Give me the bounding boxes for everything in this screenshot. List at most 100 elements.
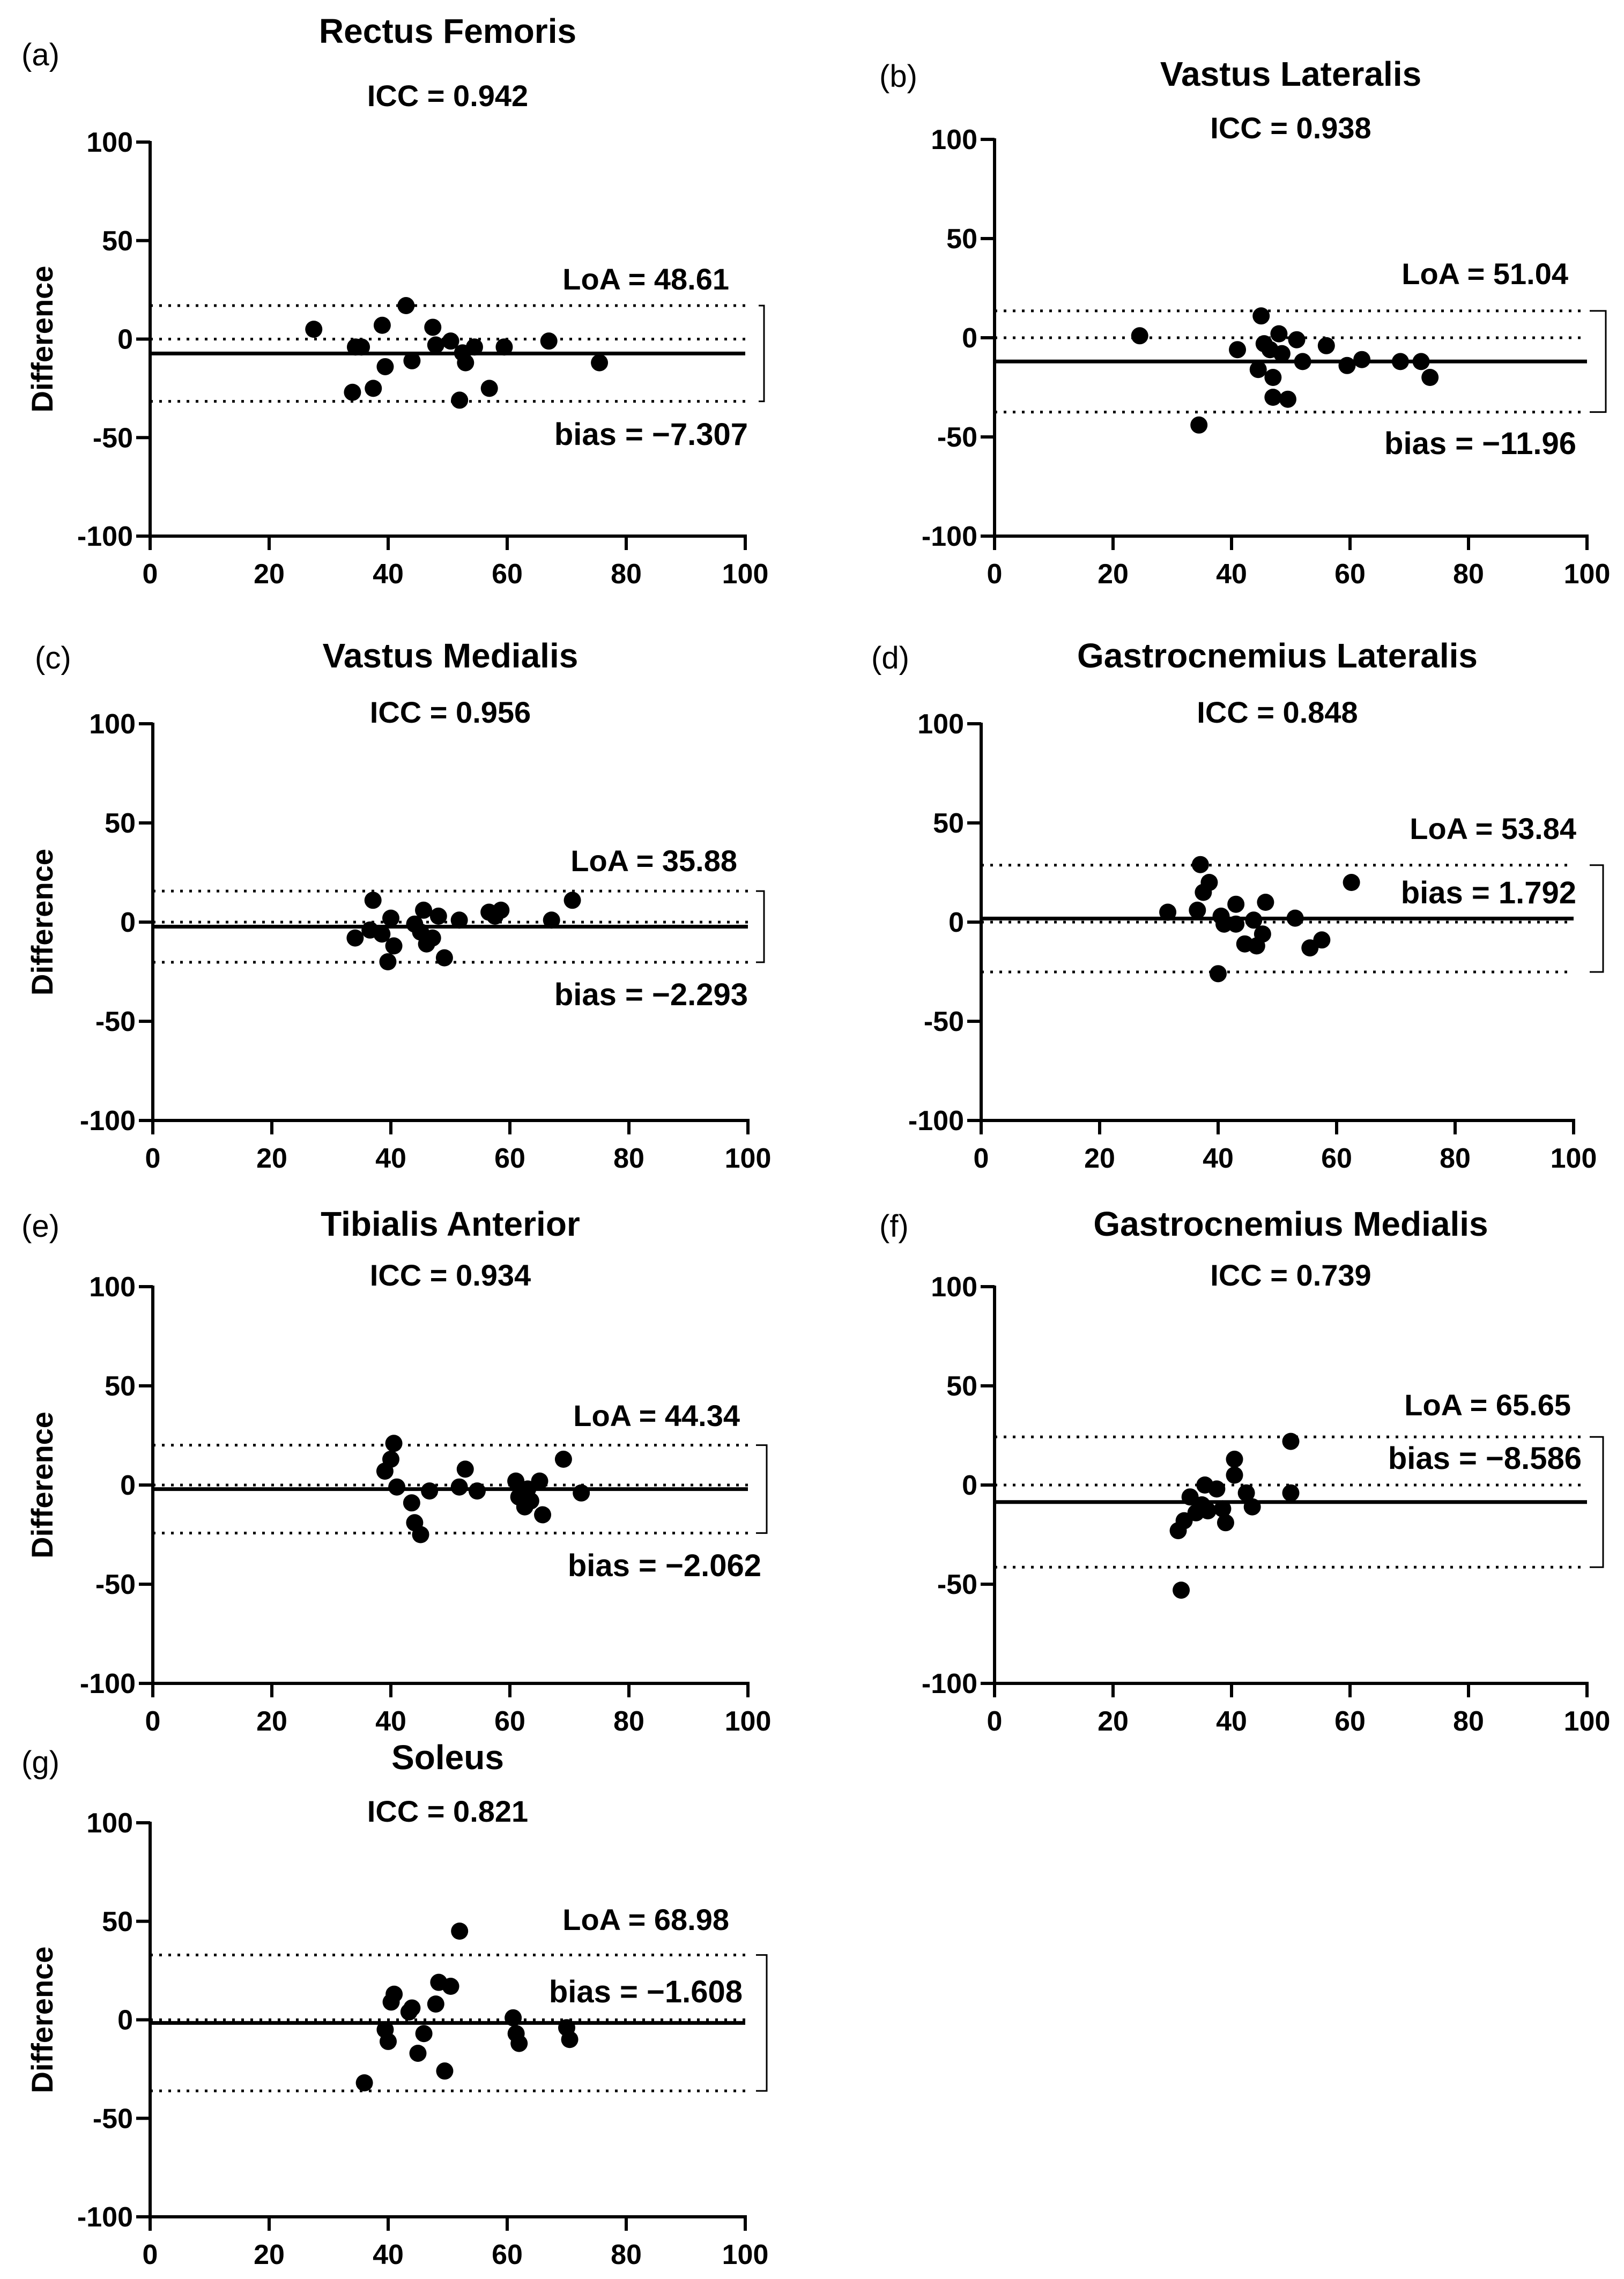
data-point [355, 2074, 373, 2092]
y-tick-label: 50 [946, 1371, 977, 1402]
data-point [543, 911, 560, 929]
x-tick-label: 80 [1440, 1143, 1471, 1174]
data-point [376, 358, 394, 375]
y-tick-label: 0 [117, 2005, 133, 2036]
y-tick-label: -100 [77, 2202, 133, 2233]
data-point [1227, 895, 1245, 913]
data-point [1217, 1514, 1234, 1532]
data-point [1282, 1432, 1300, 1450]
data-point [403, 1494, 420, 1512]
y-tick-label: 50 [933, 808, 964, 839]
x-tick-label: 100 [722, 559, 769, 590]
x-tick-label: 20 [256, 1706, 287, 1737]
data-point [364, 892, 382, 909]
chart-title: Vastus Lateralis [1160, 55, 1421, 93]
data-point [468, 1482, 486, 1500]
data-point [442, 332, 459, 350]
y-tick-label: -50 [95, 1006, 136, 1037]
data-point [1249, 361, 1267, 378]
data-point [456, 1460, 474, 1478]
x-tick-label: 80 [613, 1706, 644, 1737]
y-tick-label: 0 [117, 324, 133, 355]
data-point [373, 316, 391, 334]
chart-panel: (d) Gastrocnemius Lateralis ICC = 0.848 -10… [871, 636, 1604, 1174]
data-point [1317, 337, 1335, 354]
x-tick-label: 40 [375, 1706, 406, 1737]
x-tick-label: 40 [1216, 1706, 1247, 1737]
data-point [1257, 894, 1274, 911]
y-tick-label: 100 [917, 709, 964, 740]
data-point [373, 925, 391, 943]
chart-title: Gastrocnemius Lateralis [1077, 636, 1478, 675]
loa-label: LoA = 44.34 [573, 1399, 740, 1432]
x-tick-label: 100 [1564, 1706, 1611, 1737]
y-tick-label: -50 [93, 422, 133, 454]
x-tick-label: 100 [1551, 1143, 1597, 1174]
data-point [415, 2025, 433, 2043]
x-tick-label: 100 [725, 1706, 772, 1737]
x-tick-label: 40 [375, 1143, 406, 1174]
data-point [409, 2044, 427, 2062]
data-point [397, 297, 415, 315]
data-point [510, 2035, 528, 2052]
y-tick-label: 0 [948, 907, 964, 938]
loa-label: LoA = 51.04 [1401, 257, 1568, 291]
data-point [344, 383, 361, 401]
y-tick-label: 50 [105, 1371, 136, 1402]
data-point [385, 1985, 403, 2003]
data-point [1421, 369, 1439, 386]
data-point [492, 901, 510, 919]
loa-bracket [756, 890, 765, 963]
x-tick-label: 80 [613, 1143, 644, 1174]
icc-label: ICC = 0.821 [367, 1794, 528, 1828]
data-point [591, 354, 609, 372]
x-tick-label: 60 [492, 2239, 523, 2270]
data-point [1191, 856, 1209, 873]
x-tick-label: 0 [974, 1143, 989, 1174]
data-point [450, 911, 468, 929]
data-point [1210, 965, 1227, 983]
data-point [427, 336, 444, 354]
data-point [573, 1484, 590, 1502]
data-point [427, 1995, 444, 2013]
y-tick-label: -50 [924, 1006, 964, 1037]
data-point [435, 949, 453, 967]
data-point [1214, 1500, 1232, 1518]
data-point [561, 2031, 579, 2048]
panel-letter: (e) [21, 1209, 60, 1244]
data-point [505, 2009, 522, 2026]
data-point [385, 1435, 403, 1452]
data-point [534, 1506, 552, 1524]
panel-letter: (f) [879, 1209, 909, 1244]
data-point [451, 391, 469, 409]
data-point [305, 321, 323, 338]
data-point [522, 1492, 539, 1510]
data-point [480, 380, 498, 397]
x-tick-label: 40 [373, 559, 404, 590]
data-point [1189, 901, 1206, 919]
data-point [388, 1478, 406, 1496]
x-tick-label: 60 [492, 559, 523, 590]
data-point [450, 1478, 468, 1496]
x-tick-label: 60 [1321, 1143, 1352, 1174]
data-point [1313, 931, 1331, 949]
chart-title: Tibialis Anterior [321, 1205, 580, 1243]
loa-label: LoA = 53.84 [1410, 812, 1576, 845]
x-tick-label: 80 [1453, 559, 1484, 590]
x-tick-label: 0 [145, 1706, 161, 1737]
bias-label: bias = −2.062 [568, 1548, 761, 1583]
data-point [1270, 325, 1288, 343]
chart-panel: (g) Soleus ICC = 0.821 Difference -100 -50 0 50… [21, 1738, 768, 2270]
loa-label: LoA = 35.88 [570, 844, 737, 878]
data-point [1200, 874, 1218, 891]
data-point [531, 1472, 548, 1490]
x-tick-label: 20 [254, 2239, 285, 2270]
y-tick-label: -100 [80, 1105, 136, 1137]
loa-bracket [1590, 864, 1604, 973]
data-point [1264, 389, 1282, 406]
chart-title: Rectus Femoris [319, 12, 576, 50]
chart-title: Soleus [391, 1738, 504, 1777]
panel-letter: (a) [21, 38, 60, 72]
loa-label: LoA = 65.65 [1404, 1388, 1571, 1422]
data-point [1245, 911, 1263, 929]
